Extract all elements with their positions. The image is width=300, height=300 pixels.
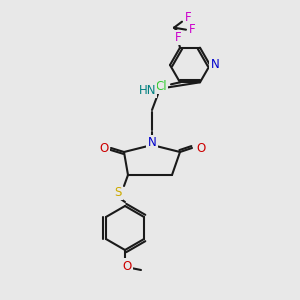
Text: F: F [189, 23, 195, 36]
Text: N: N [211, 58, 219, 71]
Text: HN: HN [139, 83, 156, 97]
Text: F: F [185, 11, 191, 24]
Text: S: S [114, 185, 122, 199]
Text: Cl: Cl [155, 80, 167, 93]
Text: F: F [175, 31, 181, 44]
Text: N: N [148, 136, 156, 149]
Text: O: O [99, 142, 109, 154]
Text: O: O [196, 142, 206, 154]
Text: O: O [122, 260, 132, 272]
